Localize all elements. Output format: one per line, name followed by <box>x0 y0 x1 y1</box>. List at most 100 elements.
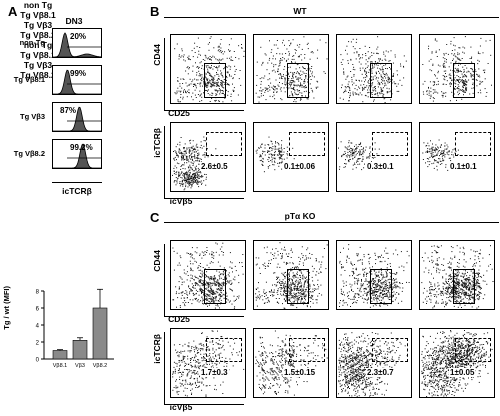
bar-chart-svg: 0 2 4 6 8 Vβ8.1 Vβ3 Vβ8.2 <box>36 288 114 369</box>
gate-value: 2.3±0.7 <box>366 368 395 377</box>
panel-c-title: pTα KO <box>284 211 316 221</box>
gate-value: 1±0.05 <box>449 368 476 377</box>
cd25-gate <box>287 269 309 305</box>
ictcrb-icvb5-plot <box>253 122 329 192</box>
gate-value: 0.1±0.1 <box>449 162 478 171</box>
ictcrb-icvb5-plot <box>253 328 329 398</box>
column-header: non Tg <box>23 0 53 10</box>
gate-value: 1.5±0.15 <box>283 368 317 377</box>
gate-value: 0.3±0.1 <box>366 162 395 171</box>
column-header: Tg Vβ8.1 <box>20 50 56 60</box>
bar <box>52 350 68 360</box>
histogram <box>52 65 102 95</box>
cd44-cd25-plot <box>253 240 329 310</box>
y-tick-label: 0 <box>36 358 40 364</box>
cd44-cd25-plot <box>336 34 412 104</box>
bottom-y-axis-label: icTCRβ <box>152 334 162 364</box>
panel-c-label: C <box>150 210 160 225</box>
hist-percent: 20% <box>70 32 87 41</box>
axis-arrow-h <box>164 404 244 405</box>
y-tick-label: 4 <box>36 324 40 330</box>
axis-arrow-v <box>164 332 165 404</box>
column-header: Tg Vβ3 <box>23 60 53 70</box>
bottom-y-axis-label: icTCRβ <box>152 128 162 158</box>
gate-value: 2.6±0.5 <box>200 162 229 171</box>
hist-percent: 99.2% <box>70 143 93 152</box>
cd44-cd25-plot <box>419 240 495 310</box>
axis-arrow-v <box>164 244 165 316</box>
flow-dots <box>255 136 295 173</box>
axis-arrow-h <box>164 316 244 317</box>
hist-percent: 99% <box>70 69 87 78</box>
y-tick-label: 6 <box>36 307 40 313</box>
y-tick-label: 8 <box>36 290 40 296</box>
cd25-gate <box>287 63 309 99</box>
cd25-gate <box>453 63 475 99</box>
histogram <box>52 28 102 58</box>
column-header: Tg Vβ8.2 <box>20 30 56 40</box>
flow-dots <box>422 139 459 171</box>
ictcrb-icvb5-plot <box>336 122 412 192</box>
ictcrb-icvb5-plot <box>170 328 246 398</box>
flow-dots <box>338 140 380 171</box>
y-tick-label: 2 <box>36 341 40 347</box>
ictcrb-icvb5-plot <box>419 122 495 192</box>
panel-c: non Tg 1.7±0.3 Tg Vβ8.1 1.5±0.15 Tg Vβ3 2.3±0… <box>0 40 500 412</box>
vb5-gate <box>455 132 491 156</box>
panel-a-subtitle: DN3 <box>65 16 83 26</box>
column-header: Tg Vβ8.2 <box>20 70 56 80</box>
hist-percent: 87% <box>60 106 77 115</box>
cd25-gate <box>370 269 392 305</box>
column-header: non Tg <box>23 40 53 50</box>
vb5-gate <box>372 338 408 362</box>
histogram-curve <box>53 32 101 57</box>
vb5-gate <box>289 338 325 362</box>
hist-row-label: non-Tg <box>19 38 45 47</box>
column-header: Tg Vβ8.1 <box>20 10 56 20</box>
hist-row-label: Tg Vβ3 <box>20 112 45 121</box>
vb5-gate <box>206 338 242 362</box>
x-tick-label: Vβ8.1 <box>53 363 67 369</box>
vb5-gate <box>206 132 242 156</box>
cd44-cd25-plot <box>419 34 495 104</box>
ictcrb-icvb5-plot <box>170 122 246 192</box>
gate-value: 0.1±0.06 <box>283 162 317 171</box>
ictcrb-icvb5-plot <box>336 328 412 398</box>
x-tick-label: Vβ3 <box>75 363 85 369</box>
bottom-x-axis-label: icVβ5 <box>169 402 193 412</box>
flow-dots <box>255 36 328 103</box>
column-header: Tg Vβ3 <box>23 20 53 30</box>
axis-arrow-v <box>164 126 165 198</box>
axis-arrow-h <box>164 198 244 199</box>
vb5-gate <box>372 132 408 156</box>
panel-a-xlabel: icTCRβ <box>62 186 92 196</box>
panel-b-label: B <box>150 4 160 19</box>
top-y-axis-label: CD44 <box>152 44 162 66</box>
flow-dots <box>339 36 407 103</box>
x-tick-label: Vβ8.2 <box>93 363 107 369</box>
cd44-cd25-plot <box>336 240 412 310</box>
cd25-gate <box>370 63 392 99</box>
bar <box>92 307 108 360</box>
bottom-x-axis-label: icVβ5 <box>169 196 193 206</box>
axis-arrow-h <box>164 110 244 111</box>
cd25-gate <box>204 269 226 305</box>
gate-value: 1.7±0.3 <box>200 368 229 377</box>
histogram <box>52 102 102 132</box>
panel-b-title: WT <box>293 6 307 16</box>
panel-a-label: A <box>8 4 18 19</box>
top-x-axis-label: CD25 <box>168 108 190 118</box>
bar-chart: 0 2 4 6 8 Vβ8.1 Vβ3 Vβ8.2 <box>22 285 122 373</box>
vb5-gate <box>455 338 491 362</box>
axis-arrow-v <box>164 38 165 110</box>
hist-row-label: Tg Vβ8.1 <box>13 75 45 84</box>
histogram-curve <box>53 69 101 94</box>
panel-b: non Tg 2.6±0.5 Tg Vβ8.1 0.1±0.06 Tg Vβ3 0.3±0… <box>0 0 500 206</box>
top-x-axis-label: CD25 <box>168 314 190 324</box>
histogram-curve <box>53 106 101 131</box>
panel-b-rule <box>164 17 499 18</box>
bar-chart-ylabel: Tg / wt (MFI) <box>2 286 11 330</box>
cd44-cd25-plot <box>253 34 329 104</box>
top-y-axis-label: CD44 <box>152 250 162 272</box>
flow-dots <box>339 244 410 308</box>
